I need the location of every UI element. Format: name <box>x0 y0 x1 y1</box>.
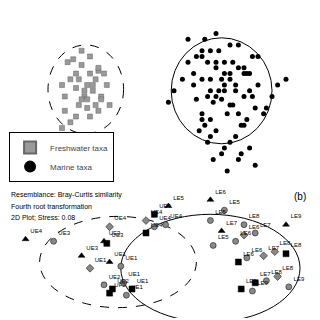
svg-text:Freshwater taxa: Freshwater taxa <box>50 144 108 153</box>
svg-text:LE5: LE5 <box>173 195 184 201</box>
svg-text:UE3: UE3 <box>112 232 124 238</box>
svg-text:UE4: UE4 <box>151 209 163 215</box>
svg-text:LE6: LE6 <box>243 251 254 257</box>
svg-text:LE8: LE8 <box>271 269 282 275</box>
svg-text:UE4: UE4 <box>151 222 163 228</box>
svg-text:UE4: UE4 <box>170 213 182 219</box>
svg-text:UE1: UE1 <box>128 272 140 278</box>
svg-text:UE1: UE1 <box>131 284 143 290</box>
svg-text:LE9: LE9 <box>294 276 305 282</box>
svg-text:UE3: UE3 <box>86 245 98 251</box>
svg-text:LE6: LE6 <box>252 247 263 253</box>
svg-text:Marine taxa: Marine taxa <box>50 163 92 172</box>
svg-text:LE6: LE6 <box>215 189 226 195</box>
svg-text:LE9: LE9 <box>257 280 268 286</box>
svg-text:UE2: UE2 <box>109 274 121 280</box>
svg-text:LE7: LE7 <box>260 272 271 278</box>
svg-text:UE2: UE2 <box>117 278 129 284</box>
svg-text:UE1: UE1 <box>114 251 126 257</box>
svg-text:UE4: UE4 <box>159 216 171 222</box>
svg-text:2D Plot; Stress: 0.08: 2D Plot; Stress: 0.08 <box>11 214 75 221</box>
svg-text:LE5: LE5 <box>218 234 229 240</box>
svg-text:LE5: LE5 <box>229 199 240 205</box>
svg-text:(b): (b) <box>294 191 306 202</box>
svg-text:UE4: UE4 <box>114 216 126 222</box>
svg-text:LE6: LE6 <box>240 230 251 236</box>
svg-text:Resemblance: Bray-Curtis simil: Resemblance: Bray-Curtis similarity <box>11 191 122 199</box>
svg-text:UE3: UE3 <box>58 230 70 236</box>
svg-text:LE9: LE9 <box>246 278 257 284</box>
svg-text:UE4: UE4 <box>159 203 171 209</box>
svg-text:LE5: LE5 <box>215 209 226 215</box>
svg-text:LE7: LE7 <box>268 245 279 251</box>
svg-text:UE1: UE1 <box>137 278 149 284</box>
svg-text:LE6: LE6 <box>249 224 260 230</box>
svg-text:LE8: LE8 <box>249 213 260 219</box>
svg-text:Fourth root transformation: Fourth root transformation <box>11 203 92 210</box>
svg-text:LE7: LE7 <box>226 220 237 226</box>
svg-text:LE8: LE8 <box>291 242 302 248</box>
svg-text:LE9: LE9 <box>291 213 302 219</box>
svg-text:UE1: UE1 <box>126 255 138 261</box>
svg-text:LE8: LE8 <box>282 265 293 271</box>
svg-text:LE8: LE8 <box>280 240 291 246</box>
svg-text:UE4: UE4 <box>30 228 42 234</box>
svg-text:UE1: UE1 <box>95 257 107 263</box>
svg-text:UE3: UE3 <box>109 230 121 236</box>
svg-text:UF2: UF2 <box>114 282 126 288</box>
svg-text:LE7: LE7 <box>260 222 271 228</box>
